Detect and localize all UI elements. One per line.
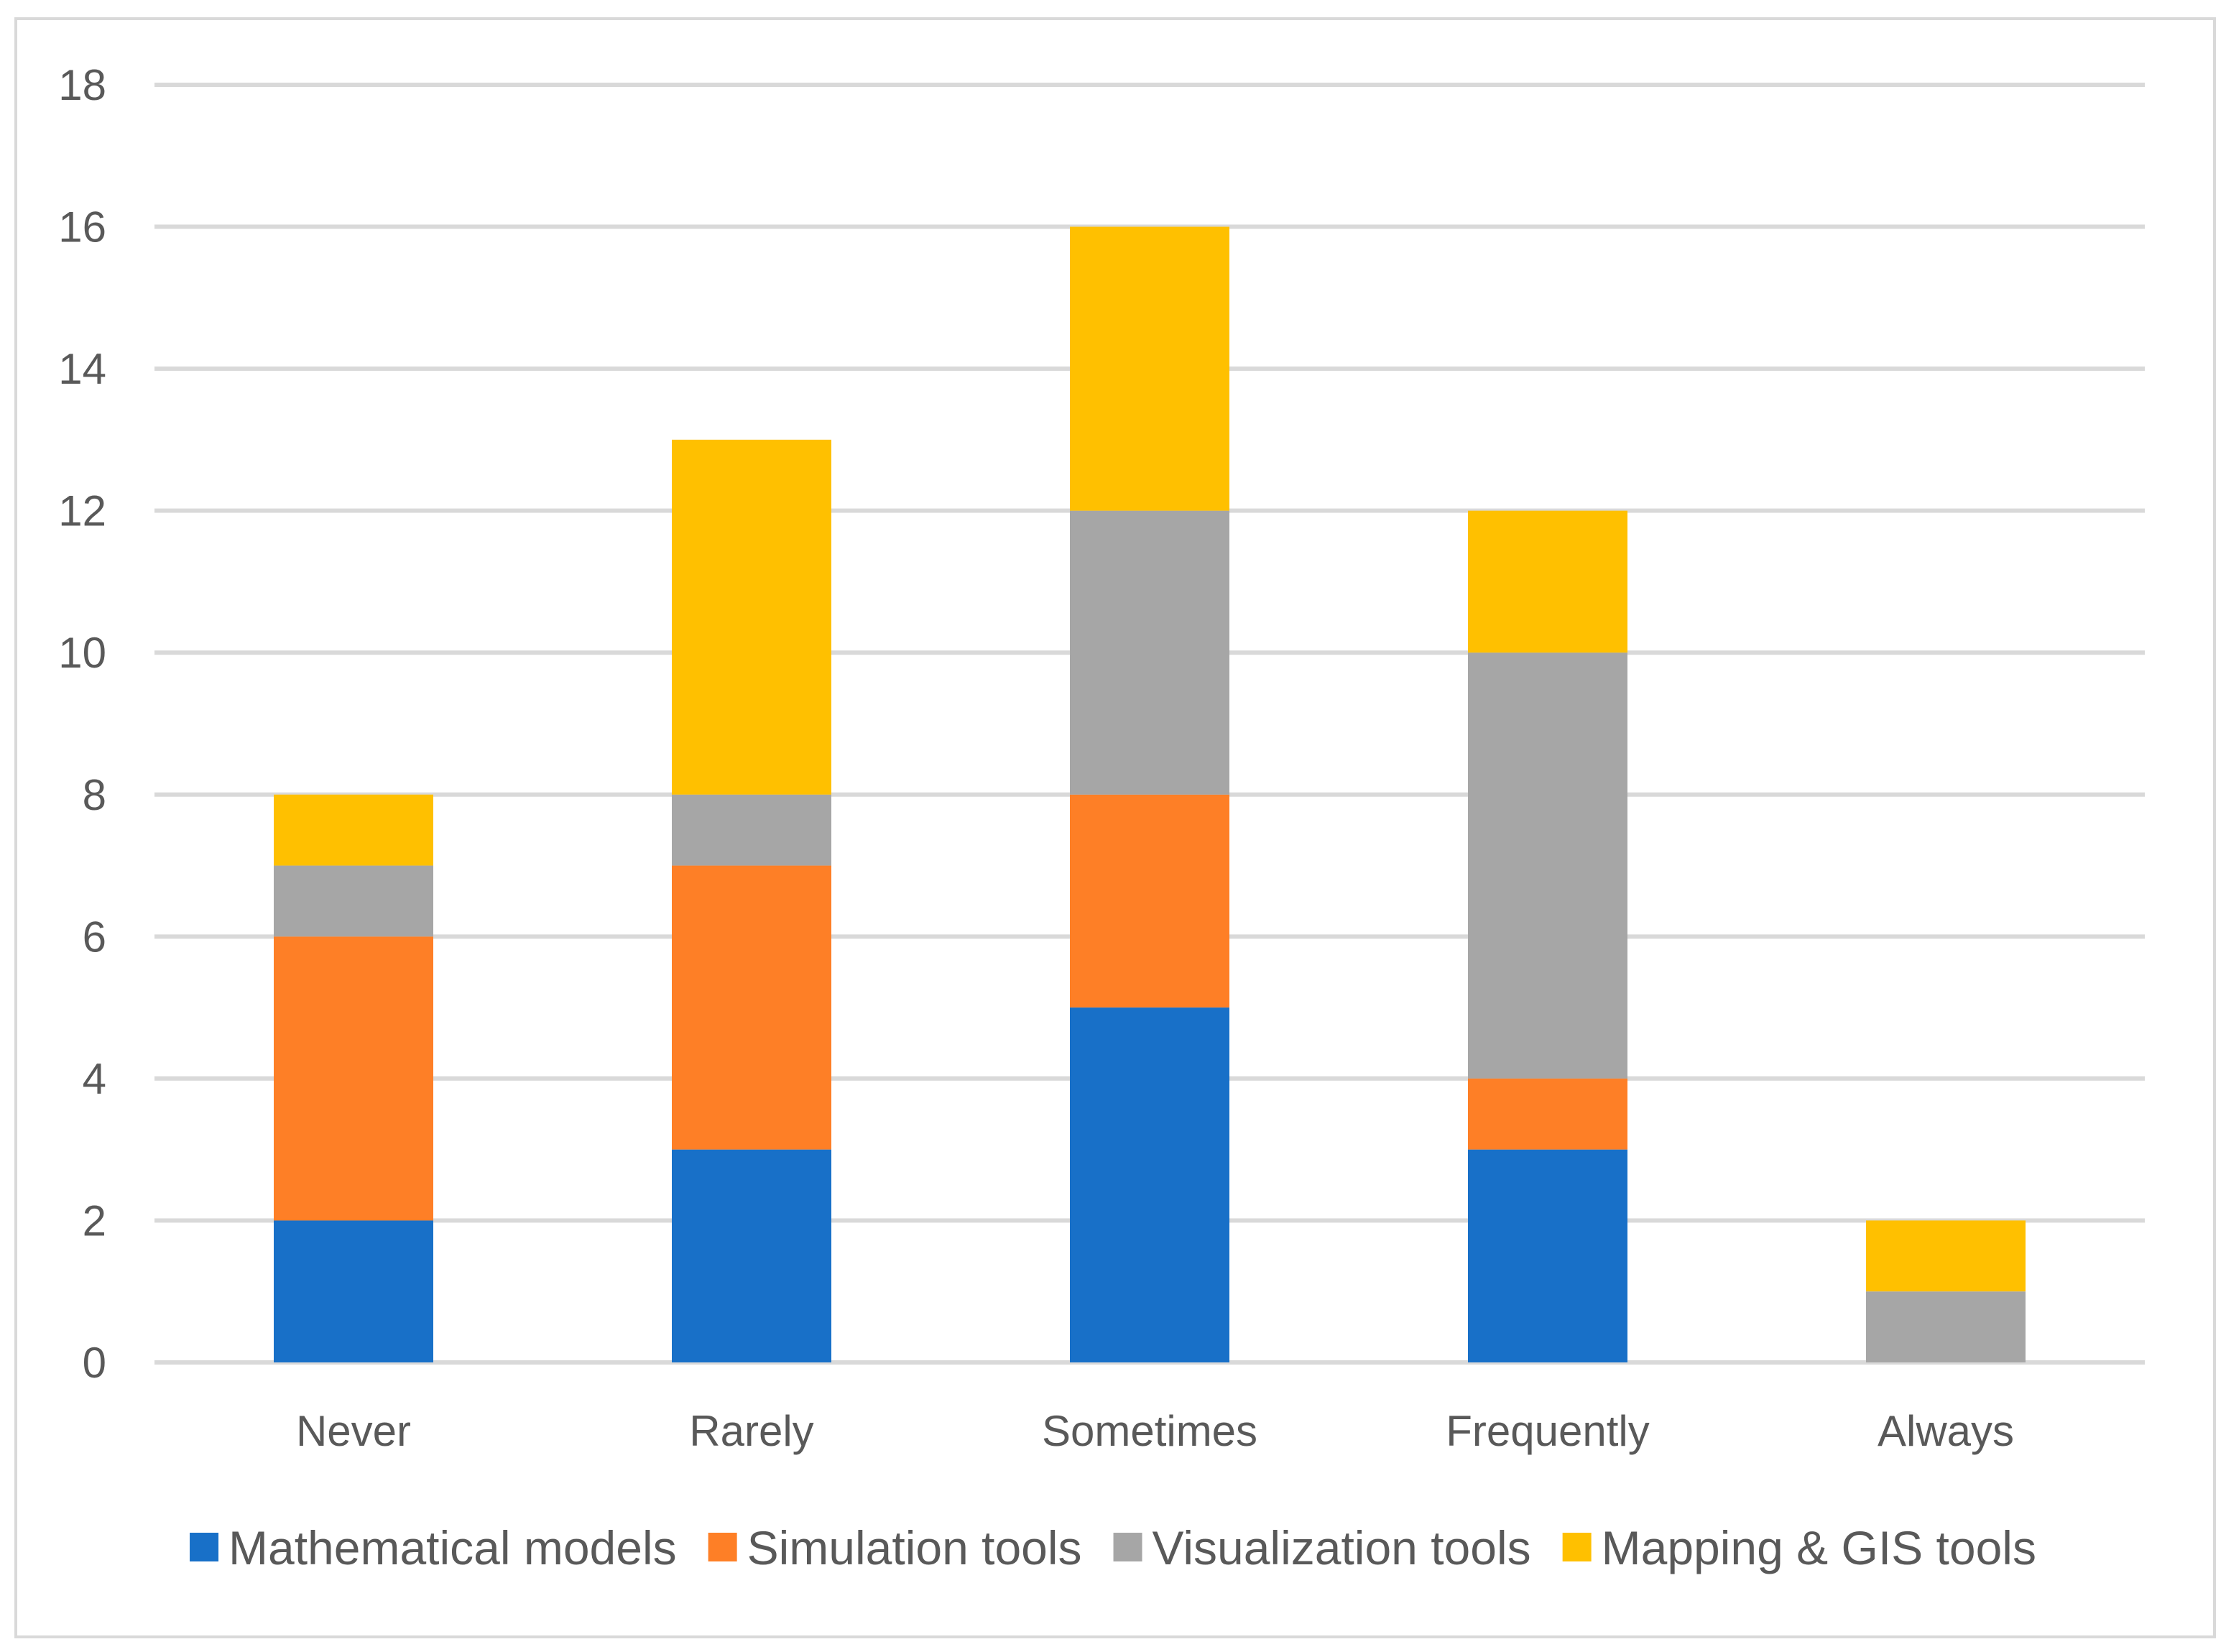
y-tick-label: 14 [58,345,106,393]
bar-segment-never-visualization-tools [274,865,433,937]
legend-swatch [190,1533,219,1561]
y-tick-label: 16 [58,203,106,252]
bar-segment-frequently-simulation-tools [1468,1078,1627,1150]
y-tick-label: 2 [83,1196,106,1245]
bar-segment-rarely-simulation-tools [672,865,831,1150]
legend-swatch [708,1533,737,1561]
legend-item: Mapping & GIS tools [1562,1521,2036,1574]
legend-item: Visualization tools [1113,1521,1531,1574]
x-category-label-frequently: Frequently [1446,1407,1649,1455]
legend-item: Simulation tools [708,1521,1082,1574]
bar-segment-frequently-visualization-tools [1468,652,1627,1079]
bar-segment-always-mapping-gis-tools [1866,1220,2026,1292]
bar-segment-frequently-mapping-gis-tools [1468,510,1627,653]
legend-swatch [1562,1533,1592,1561]
y-tick-label: 8 [83,771,106,819]
y-tick-label: 10 [58,629,106,677]
bar-segment-always-visualization-tools [1866,1291,2026,1362]
y-tick-label: 18 [58,61,106,109]
y-tick-label: 12 [58,487,106,535]
bar-segment-never-simulation-tools [274,936,433,1221]
y-tick-label: 0 [83,1339,106,1387]
legend: Mathematical models Simulation tools Visua… [190,1521,2036,1574]
bar-segment-never-mathematical-models [274,1220,433,1362]
y-tick-label: 4 [83,1055,106,1103]
legend-label: Visualization tools [1153,1521,1531,1574]
x-category-label-rarely: Rarely [689,1407,813,1455]
legend-label: Mapping & GIS tools [1602,1521,2036,1574]
x-category-label-always: Always [1878,1407,2014,1455]
bar-segment-sometimes-mathematical-models [1070,1007,1229,1362]
legend-swatch [1113,1533,1142,1561]
bar-segment-sometimes-mapping-gis-tools [1070,226,1229,511]
x-axis-category-labels: Never Rarely Sometimes Frequently Always [296,1407,2014,1455]
bar-segment-sometimes-visualization-tools [1070,510,1229,795]
bar-segment-rarely-visualization-tools [672,794,831,866]
bar-segment-frequently-mathematical-models [1468,1149,1627,1362]
y-tick-label: 6 [83,913,106,961]
bar-segment-rarely-mathematical-models [672,1149,831,1362]
y-axis-tick-labels: 0 2 4 6 8 10 12 14 16 18 [58,61,106,1387]
x-category-label-sometimes: Sometimes [1042,1407,1257,1455]
bar-segment-rarely-mapping-gis-tools [672,439,831,795]
legend-label: Mathematical models [228,1521,677,1574]
bars [274,226,2026,1362]
bar-segment-never-mapping-gis-tools [274,794,433,866]
legend-item: Mathematical models [190,1521,677,1574]
legend-label: Simulation tools [747,1521,1082,1574]
x-category-label-never: Never [296,1407,411,1455]
bar-segment-sometimes-simulation-tools [1070,794,1229,1008]
